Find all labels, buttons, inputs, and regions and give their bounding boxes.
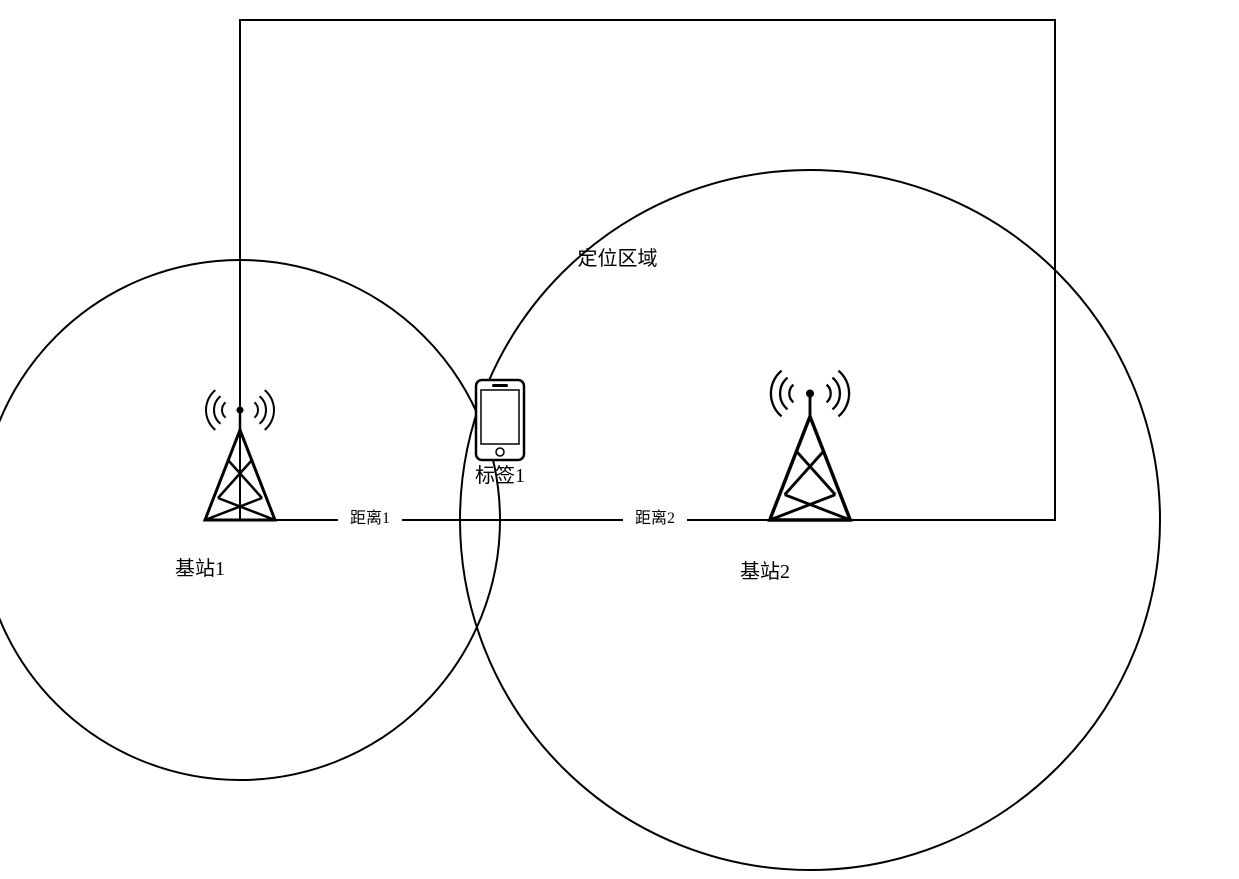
- positioning-area-box: [240, 20, 1055, 520]
- tag-label: 标签1: [475, 464, 525, 487]
- positioning-area-label: 定位区域: [578, 247, 658, 270]
- distance-1-label: 距离1: [350, 509, 390, 527]
- base-station-2: [770, 371, 851, 520]
- tag-device: [476, 380, 524, 460]
- distance-2-label: 距离2: [635, 509, 675, 527]
- base-station-2-label: 基站2: [740, 560, 790, 583]
- base-station-1-label: 基站1: [175, 557, 225, 580]
